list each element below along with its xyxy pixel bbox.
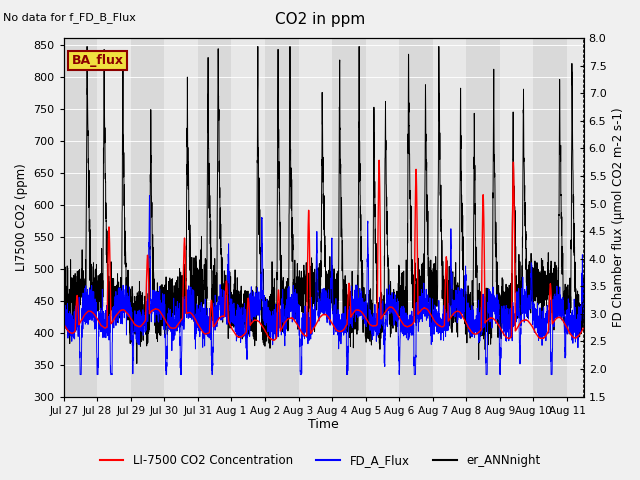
Bar <box>64 38 97 396</box>
Text: BA_flux: BA_flux <box>72 54 124 67</box>
Text: CO2 in ppm: CO2 in ppm <box>275 12 365 27</box>
Text: No data for f_FD_B_Flux: No data for f_FD_B_Flux <box>3 12 136 23</box>
X-axis label: Time: Time <box>308 419 339 432</box>
Bar <box>265 38 299 396</box>
Bar <box>467 38 500 396</box>
Bar <box>198 38 232 396</box>
Bar <box>584 38 600 396</box>
Bar <box>131 38 164 396</box>
Bar <box>332 38 365 396</box>
Y-axis label: FD Chamber flux (μmol CO2 m-2 s-1): FD Chamber flux (μmol CO2 m-2 s-1) <box>612 108 625 327</box>
Bar <box>534 38 567 396</box>
Bar <box>399 38 433 396</box>
Y-axis label: LI7500 CO2 (ppm): LI7500 CO2 (ppm) <box>15 164 28 271</box>
Legend: LI-7500 CO2 Concentration, FD_A_Flux, er_ANNnight: LI-7500 CO2 Concentration, FD_A_Flux, er… <box>95 449 545 472</box>
